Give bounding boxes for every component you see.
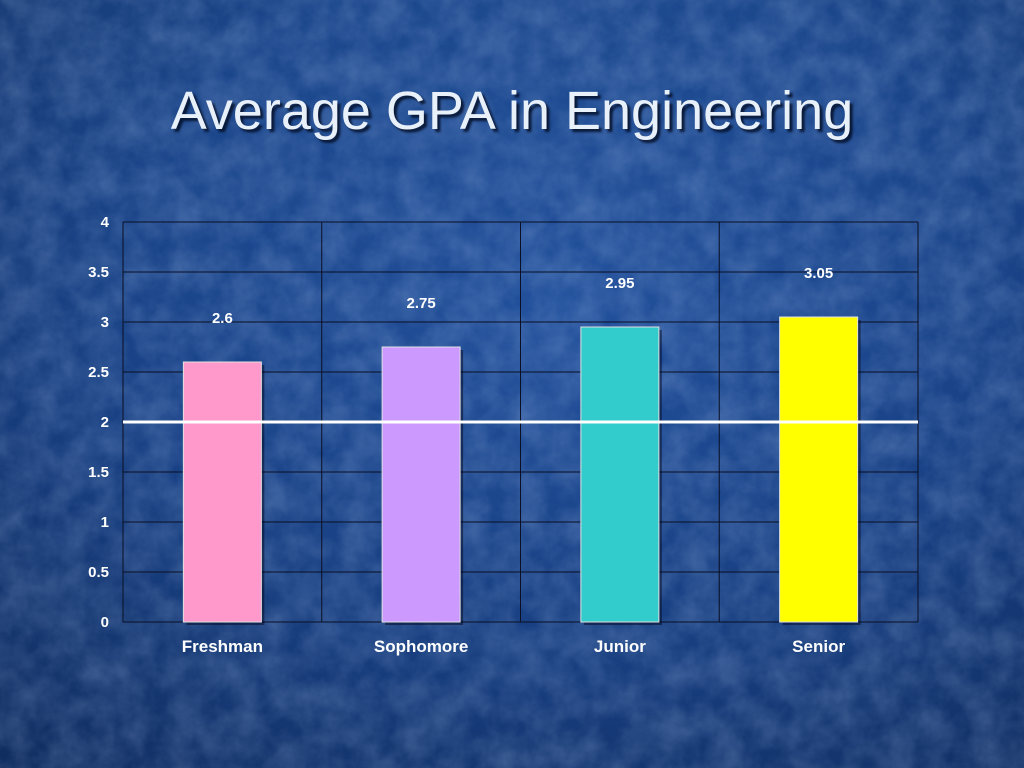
y-tick-label: 0.5 [88,564,109,581]
data-label: 2.75 [407,295,436,312]
data-label: 2.6 [212,310,233,327]
data-label: 2.95 [605,275,634,292]
slide-title: Average GPA in Engineering [170,81,854,141]
x-tick-label: Senior [792,637,845,656]
y-tick-label: 2.5 [88,364,109,381]
y-tick-label: 1.5 [88,464,109,481]
y-axis-tick-labels: 0 0.5 1 1.5 2 2.5 3 3.5 4 [88,214,110,631]
y-tick-label: 3.5 [88,264,109,281]
bar-freshman [182,361,262,623]
bar-sophomore [381,346,461,623]
x-tick-label: Sophomore [374,637,468,656]
data-labels: 2.6 2.75 2.95 3.05 [212,265,833,327]
bar-junior [580,326,660,623]
y-tick-label: 2 [101,414,109,431]
y-tick-label: 3 [101,314,109,331]
x-tick-label: Freshman [182,637,263,656]
data-label: 3.05 [804,265,833,282]
bar-senior [779,316,859,623]
y-tick-label: 0 [101,614,109,631]
x-tick-label: Junior [594,637,646,656]
x-axis-tick-labels: Freshman Sophomore Junior Senior [182,637,846,656]
y-tick-label: 1 [101,514,109,531]
bars [182,316,861,625]
y-tick-label: 4 [101,214,110,231]
